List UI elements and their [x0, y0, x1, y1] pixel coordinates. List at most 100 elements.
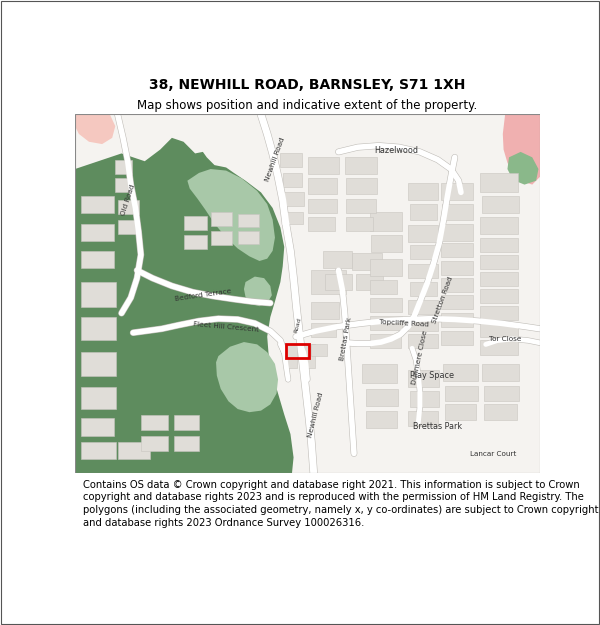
- Bar: [370, 259, 402, 276]
- Text: Bedford Terrace: Bedford Terrace: [174, 288, 232, 302]
- Bar: [408, 370, 439, 388]
- Bar: [408, 264, 438, 278]
- Bar: [81, 442, 116, 459]
- Bar: [365, 411, 397, 428]
- Bar: [311, 271, 346, 294]
- Bar: [118, 200, 139, 214]
- Bar: [482, 196, 519, 214]
- Bar: [445, 404, 476, 420]
- Bar: [370, 334, 401, 348]
- Bar: [311, 344, 327, 356]
- Text: Stretton Road: Stretton Road: [432, 276, 454, 324]
- Text: Brettas Park: Brettas Park: [413, 422, 462, 431]
- Bar: [81, 282, 116, 307]
- Bar: [286, 212, 303, 224]
- Bar: [118, 219, 139, 234]
- Text: Road: Road: [293, 317, 302, 333]
- Bar: [346, 217, 373, 231]
- Bar: [81, 196, 114, 214]
- Bar: [280, 153, 302, 168]
- Bar: [81, 251, 114, 268]
- Polygon shape: [244, 277, 272, 306]
- Bar: [370, 298, 402, 312]
- Polygon shape: [503, 114, 540, 184]
- Bar: [311, 301, 338, 319]
- Bar: [445, 386, 478, 401]
- Polygon shape: [187, 169, 275, 261]
- Bar: [211, 212, 232, 226]
- Bar: [346, 178, 377, 194]
- Text: Fleet Hill Crescent: Fleet Hill Crescent: [193, 321, 259, 332]
- Bar: [441, 278, 473, 292]
- Bar: [441, 261, 473, 275]
- Bar: [81, 224, 114, 241]
- Text: Brettas Park: Brettas Park: [340, 317, 353, 361]
- Bar: [482, 364, 519, 381]
- Bar: [443, 364, 478, 381]
- Bar: [141, 436, 168, 451]
- Bar: [184, 235, 207, 249]
- Bar: [141, 414, 168, 430]
- Bar: [479, 173, 518, 192]
- Text: Newhill Road: Newhill Road: [307, 391, 324, 438]
- Text: Topcliffe Road: Topcliffe Road: [379, 319, 430, 328]
- Bar: [408, 317, 438, 331]
- Bar: [308, 217, 335, 231]
- Bar: [408, 183, 438, 200]
- Bar: [81, 418, 114, 436]
- Bar: [479, 272, 518, 286]
- Text: Play Space: Play Space: [409, 371, 454, 380]
- Bar: [362, 364, 397, 383]
- Bar: [441, 295, 473, 309]
- Bar: [308, 158, 338, 174]
- Bar: [81, 352, 116, 376]
- Bar: [370, 212, 402, 231]
- Bar: [344, 158, 377, 174]
- Bar: [211, 231, 232, 246]
- Bar: [441, 224, 473, 241]
- Text: Map shows position and indicative extent of the property.: Map shows position and indicative extent…: [137, 99, 478, 112]
- Bar: [479, 255, 518, 269]
- Text: Contains OS data © Crown copyright and database right 2021. This information is : Contains OS data © Crown copyright and d…: [83, 479, 599, 528]
- Bar: [408, 334, 438, 348]
- Bar: [184, 216, 207, 230]
- Bar: [442, 204, 473, 219]
- Bar: [284, 192, 304, 206]
- Bar: [325, 274, 352, 290]
- Bar: [370, 316, 402, 329]
- Bar: [174, 414, 199, 430]
- Bar: [441, 183, 473, 200]
- Bar: [484, 386, 519, 401]
- Bar: [323, 251, 352, 268]
- Bar: [304, 344, 315, 367]
- Bar: [441, 313, 473, 328]
- Bar: [115, 178, 133, 192]
- Bar: [371, 235, 402, 252]
- Bar: [352, 253, 382, 271]
- Text: 38, NEWHILL ROAD, BARNSLEY, S71 1XH: 38, NEWHILL ROAD, BARNSLEY, S71 1XH: [149, 78, 466, 92]
- Bar: [81, 317, 116, 341]
- Polygon shape: [75, 114, 115, 144]
- Text: Tor Close: Tor Close: [489, 336, 521, 342]
- Bar: [118, 442, 150, 459]
- Bar: [238, 214, 259, 227]
- Bar: [115, 159, 133, 174]
- Bar: [410, 204, 437, 219]
- Bar: [81, 388, 116, 409]
- Bar: [408, 411, 438, 426]
- Bar: [346, 199, 376, 212]
- Bar: [484, 404, 517, 420]
- Bar: [311, 323, 336, 338]
- Bar: [286, 344, 309, 358]
- Bar: [410, 391, 439, 407]
- Bar: [410, 282, 437, 296]
- Bar: [356, 274, 383, 290]
- Bar: [441, 243, 473, 257]
- Text: Lancar Court: Lancar Court: [470, 451, 517, 456]
- Polygon shape: [216, 342, 278, 412]
- Bar: [370, 280, 397, 294]
- Bar: [286, 344, 298, 367]
- Text: Dunmere Close: Dunmere Close: [411, 330, 428, 386]
- Bar: [479, 341, 518, 354]
- Bar: [479, 217, 518, 234]
